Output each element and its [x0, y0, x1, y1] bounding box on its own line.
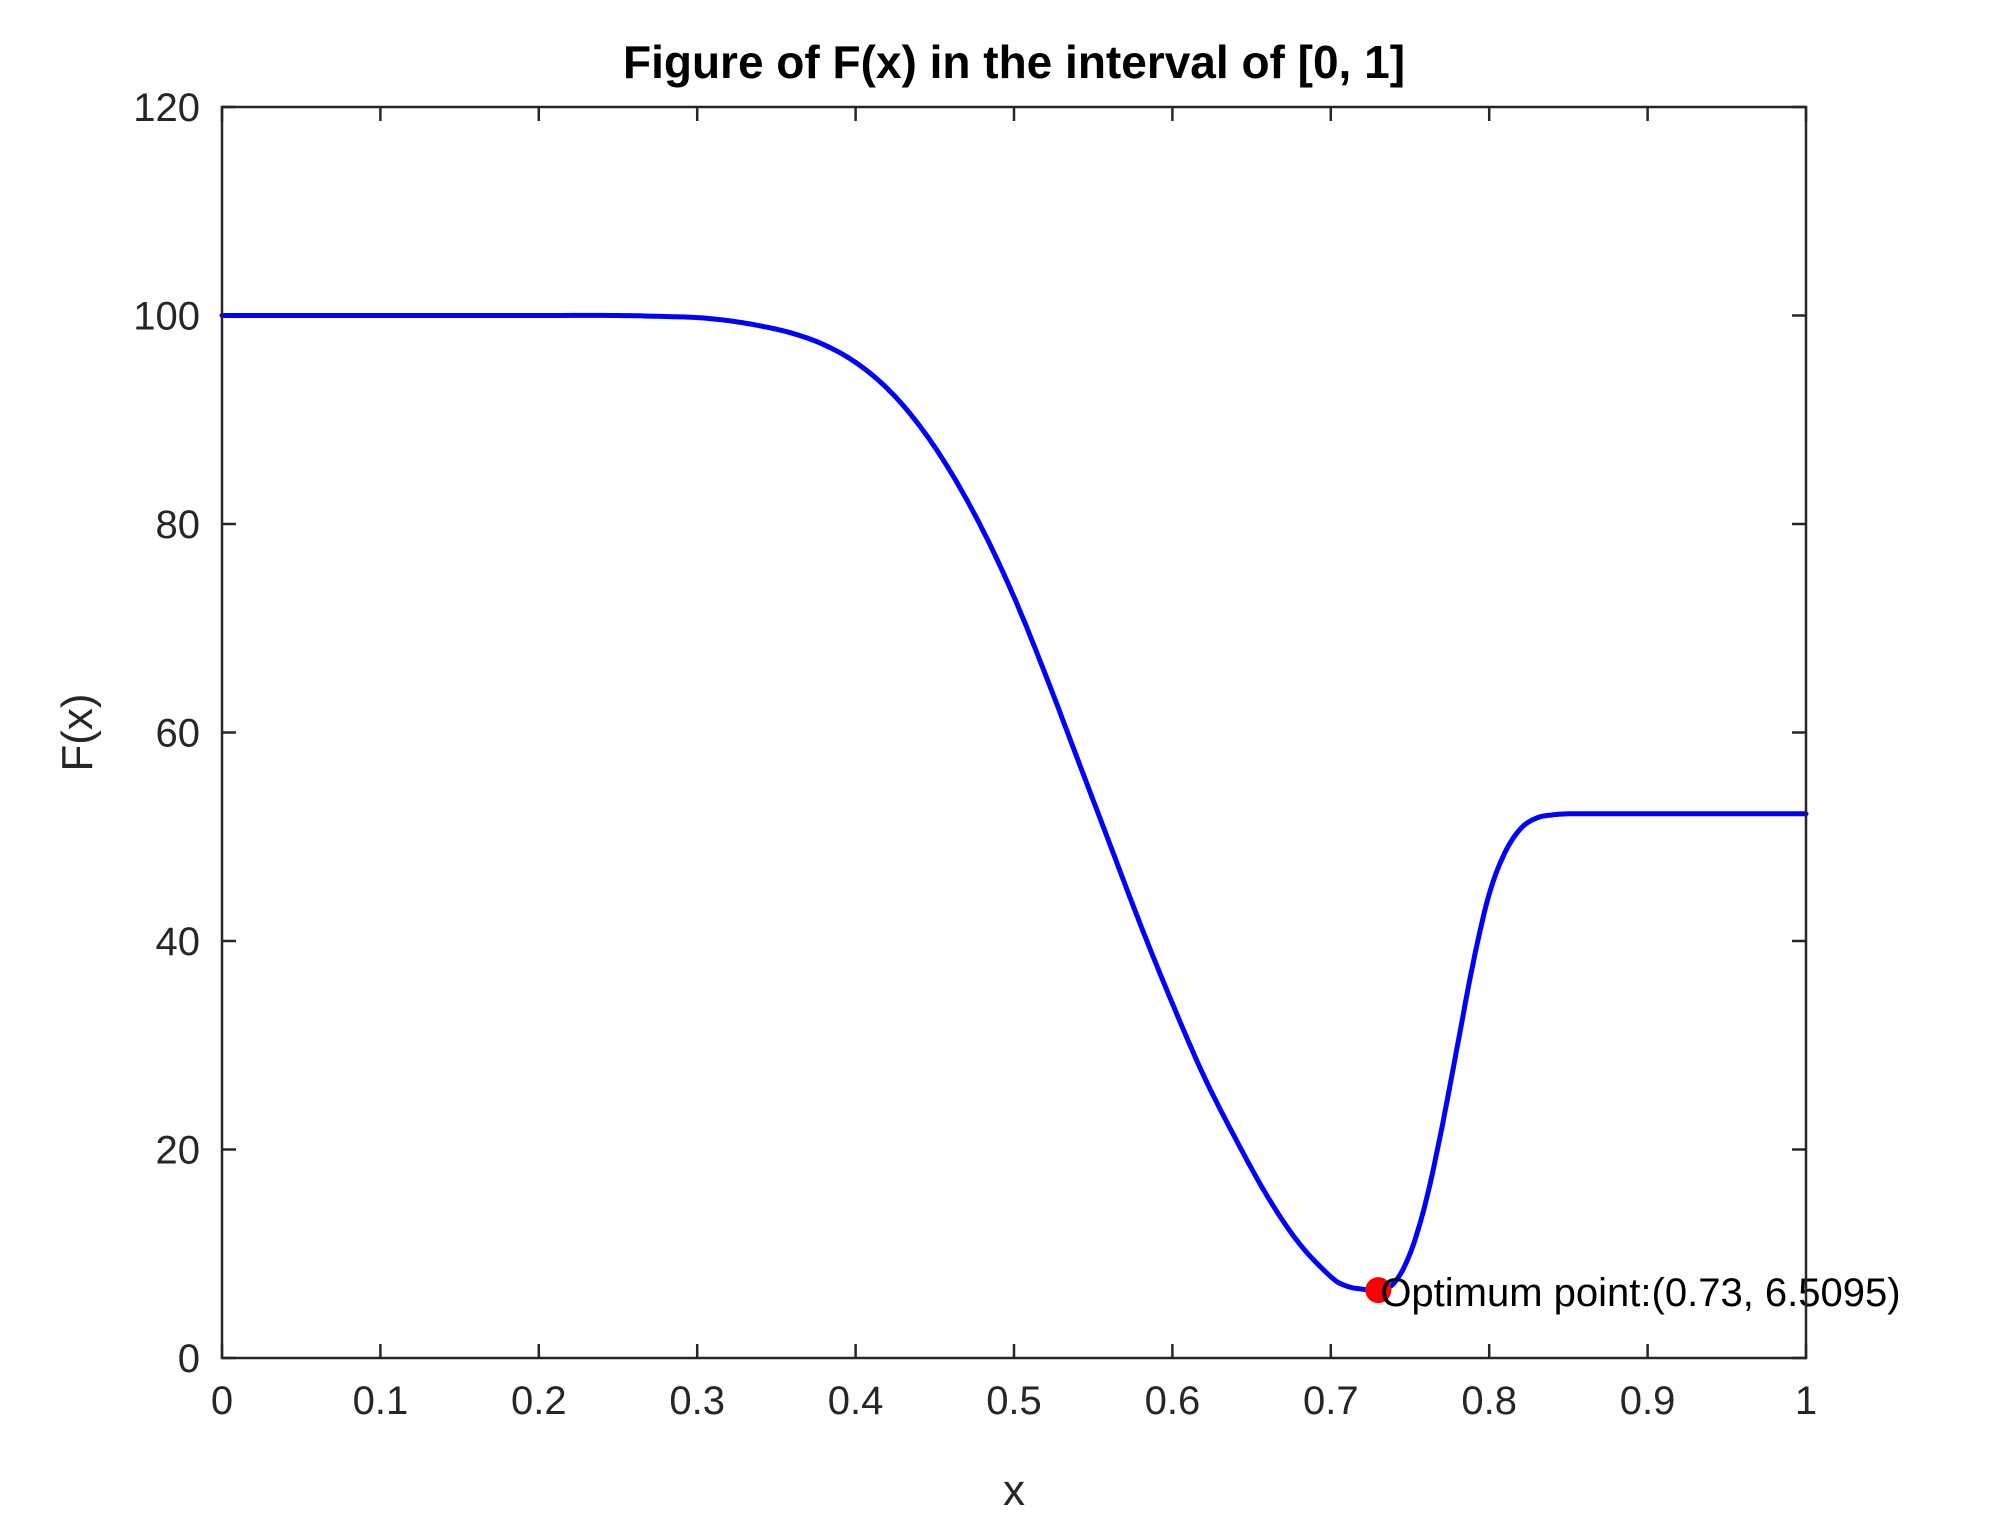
y-tick-label: 120 [133, 86, 200, 130]
y-tick-label: 0 [178, 1337, 200, 1381]
y-tick-label: 100 [133, 295, 200, 339]
x-tick-label: 0.9 [1620, 1379, 1676, 1423]
x-tick-label: 0.7 [1303, 1379, 1359, 1423]
x-tick-label: 1 [1795, 1379, 1817, 1423]
tick-labels: 0 0.1 0.2 0.3 0.4 0.5 0.6 0.7 0.8 0.9 1 0 20 40 60 80 10… [133, 86, 1817, 1423]
x-axis-label: x [1003, 1466, 1025, 1515]
x-tick-label: 0.2 [511, 1379, 567, 1423]
plot-area [222, 107, 1806, 1358]
x-tick-label: 0.5 [986, 1379, 1042, 1423]
x-tick-label: 0.6 [1145, 1379, 1201, 1423]
optimum-point-marker [1365, 1277, 1392, 1304]
optimum-point-label: Optimum point:(0.73, 6.5095) [1380, 1271, 1900, 1315]
x-tick-label: 0 [211, 1379, 233, 1423]
x-tick-label: 0.3 [669, 1379, 725, 1423]
y-tick-label: 60 [156, 712, 201, 756]
y-axis-label: F(x) [53, 693, 102, 771]
chart-title: Figure of F(x) in the interval of [0, 1] [623, 36, 1405, 88]
x-tick-label: 0.4 [828, 1379, 884, 1423]
y-tick-label: 80 [156, 503, 201, 547]
plot-border [220, 105, 1808, 1360]
y-tick-label: 20 [156, 1129, 201, 1173]
y-tick-label: 40 [156, 920, 201, 964]
x-tick-label: 0.1 [353, 1379, 409, 1423]
series-line [219, 312, 1809, 1293]
x-tick-label: 0.8 [1461, 1379, 1517, 1423]
